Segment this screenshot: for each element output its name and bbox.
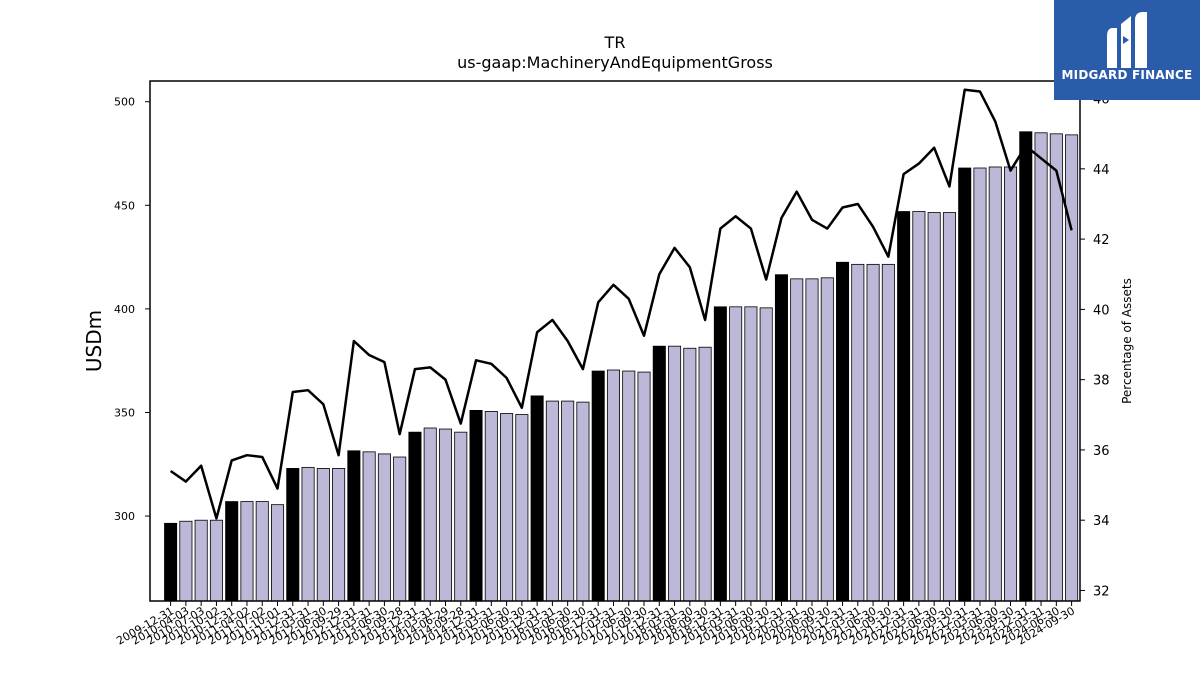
bar-2023-09-30	[1004, 166, 1018, 602]
bar-2024-06-30	[1049, 133, 1063, 602]
y-tick-label: 300	[114, 510, 135, 523]
y2-tick-label: 32	[1093, 584, 1110, 599]
bar-2021-03-31	[851, 263, 865, 602]
bar-2013-09-30	[393, 456, 407, 602]
bar-2020-03-31	[790, 278, 804, 602]
bar-2014-12-31	[469, 409, 483, 602]
brand-name: MIDGARD FINANCE	[1061, 68, 1193, 82]
bar-2009-12-31	[164, 522, 178, 602]
bar-2016-03-31	[545, 400, 559, 602]
bar-2020-09-30	[820, 277, 834, 602]
bar-2010-06-30	[194, 519, 208, 602]
bar-2023-12-31	[1019, 131, 1033, 602]
y-tick-label: 350	[114, 406, 135, 419]
bar-2019-06-30	[744, 306, 758, 602]
bar-2017-12-31	[652, 345, 666, 602]
bar-2022-06-30	[927, 212, 941, 602]
bar-2011-06-30	[255, 501, 269, 602]
y-tick-label: 450	[114, 199, 135, 212]
bar-2016-06-30	[561, 400, 575, 602]
x-axis: 2009-12-312010-04-032010-07-032010-10-02…	[114, 601, 1077, 648]
bar-2013-12-31	[408, 431, 422, 602]
bar-2018-09-30	[698, 346, 712, 602]
bar-2018-03-31	[668, 345, 682, 602]
y-tick-label: 500	[114, 96, 135, 109]
bar-2014-09-30	[454, 431, 468, 602]
bar-2021-09-30	[881, 263, 895, 602]
y2-axis-label: Percentage of Assets	[1120, 278, 1134, 404]
chart-subtitle: us-gaap:MachineryAndEquipmentGross	[457, 53, 773, 72]
bar-2014-06-30	[438, 428, 453, 602]
brand-logo: MIDGARD FINANCE	[1054, 0, 1200, 100]
midgard-m-logo-icon	[1107, 12, 1147, 68]
bar-2019-09-30	[759, 307, 773, 602]
bar-2016-12-31	[591, 370, 605, 602]
bar-2023-06-30	[988, 166, 1002, 602]
bar-2012-09-30	[332, 468, 346, 602]
bar-2018-06-30	[683, 347, 697, 602]
bar-2017-06-30	[622, 370, 636, 602]
bar-2015-03-31	[484, 411, 498, 602]
y2-tick-label: 42	[1093, 233, 1110, 248]
bar-2015-09-30	[515, 414, 529, 602]
y2-tick-label: 38	[1093, 374, 1110, 389]
bar-2021-12-31	[897, 211, 911, 602]
y2-tick-label: 44	[1093, 163, 1110, 178]
y-axis: 300 350 400 450 500	[114, 96, 150, 523]
bar-2020-12-31	[836, 261, 850, 602]
bar-2017-09-30	[637, 371, 651, 602]
bar-2023-03-31	[973, 167, 987, 602]
bar-2014-03-31	[423, 427, 437, 602]
bar-2012-06-30	[316, 468, 330, 602]
bar-2013-03-31	[362, 451, 376, 602]
bar-2021-06-30	[866, 263, 880, 602]
bar-2010-09-30	[209, 519, 223, 602]
bar-2010-12-31	[225, 501, 239, 602]
bar-2022-12-31	[958, 167, 972, 602]
bar-2013-06-30	[377, 453, 391, 602]
bar-2019-03-31	[729, 306, 743, 602]
y2-tick-label: 40	[1093, 303, 1110, 318]
bar-2017-03-31	[606, 369, 620, 602]
bar-2011-09-30	[270, 504, 285, 602]
percentage-line	[169, 88, 1073, 520]
bar-2019-12-31	[774, 274, 788, 602]
bar-2018-12-31	[713, 306, 727, 602]
bar-2015-06-30	[500, 413, 514, 602]
bar-2012-03-31	[301, 466, 315, 602]
bar-2024-09-30	[1065, 134, 1079, 602]
bar-2010-03-31	[179, 520, 193, 602]
y-tick-label: 400	[114, 303, 135, 316]
plot-frame	[149, 80, 1081, 602]
y2-tick-label: 34	[1093, 514, 1110, 529]
bar-2024-03-31	[1034, 132, 1048, 602]
bar-2022-09-30	[942, 212, 956, 602]
y2-tick-label: 36	[1093, 444, 1110, 459]
bar-2020-06-30	[805, 278, 819, 602]
bar-2022-03-31	[912, 211, 926, 602]
chart-title: TR	[604, 33, 626, 52]
bar-2015-12-31	[530, 395, 544, 602]
bar-2011-03-31	[240, 501, 254, 602]
bar-2012-12-31	[347, 450, 361, 602]
bar-2016-09-30	[576, 401, 590, 602]
line-layer	[169, 88, 1073, 520]
y-axis-label: USDm	[82, 310, 106, 372]
bars-layer	[164, 131, 1079, 602]
bar-2011-12-31	[286, 468, 300, 602]
